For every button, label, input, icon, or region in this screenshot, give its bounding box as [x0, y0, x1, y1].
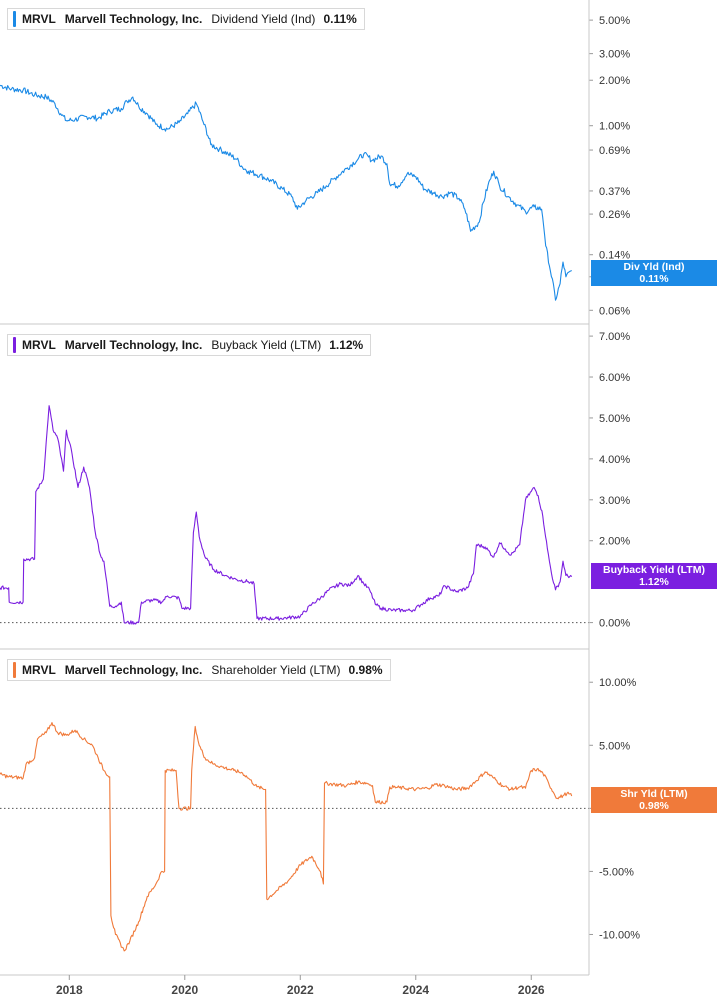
panel-1: 7.00% 6.00% 5.00% 4.00% 3.00% 2.00% 0.00%	[0, 323, 630, 630]
tag-label: Div Yld (Ind)	[623, 261, 685, 273]
panel-2: 10.00%5.00%0.00%-5.00%-10.00%	[0, 648, 640, 952]
y-tick-label: 4.00%	[599, 454, 630, 466]
y-tick-label: -10.00%	[599, 929, 640, 941]
tag-value: 0.98%	[639, 800, 669, 812]
y-tick-label: 0.69%	[599, 145, 630, 157]
legend-value: 0.98%	[348, 663, 383, 677]
legend-ticker: MRVL	[22, 12, 56, 26]
series-color-swatch	[13, 337, 16, 353]
y-tick-label: 0.06%	[599, 305, 630, 317]
y-tick-label: 7.00%	[599, 331, 630, 343]
y-tick-label: 0.14%	[599, 250, 630, 262]
series-line	[0, 405, 573, 625]
series-color-swatch	[13, 662, 16, 678]
y-tick-label: 3.00%	[599, 49, 630, 61]
x-tick-label: 2022	[287, 983, 314, 997]
x-tick-label: 2020	[171, 983, 198, 997]
y-tick-label: 0.00%	[599, 618, 630, 630]
series-color-swatch	[13, 11, 16, 27]
tag-value: 1.12%	[639, 576, 669, 588]
y-tick-label: 5.00%	[599, 413, 630, 425]
legend-ticker: MRVL	[22, 338, 56, 352]
legend-metric: Shareholder Yield (LTM)	[211, 663, 341, 677]
y-tick-label: 0.37%	[599, 186, 630, 198]
value-tag-dividend-yield: Div Yld (Ind) 0.11%	[591, 260, 717, 286]
panel-0: 5.00% 3.00% 2.00% 1.00% 0.69% 0.37% 0.26% 0.14%…	[0, 15, 630, 317]
value-tag-buyback-yield: Buyback Yield (LTM) 1.12%	[591, 563, 717, 589]
legend-metric: Dividend Yield (Ind)	[211, 12, 316, 26]
legend-buyback-yield: MRVL Marvell Technology, Inc. Buyback Yi…	[7, 334, 372, 356]
legend-company: Marvell Technology, Inc.	[64, 12, 203, 26]
legend-shareholder-yield: MRVL Marvell Technology, Inc. Shareholde…	[7, 659, 391, 681]
y-tick-label: 1.00%	[599, 121, 630, 133]
y-tick-label: 5.00%	[599, 740, 630, 752]
y-tick-label: 2.00%	[599, 75, 630, 87]
y-tick-label: 10.00%	[599, 677, 637, 689]
legend-value: 1.12%	[329, 338, 364, 352]
value-tag-shareholder-yield: Shr Yld (LTM) 0.98%	[591, 787, 717, 813]
legend-company: Marvell Technology, Inc.	[64, 663, 203, 677]
series-line	[0, 722, 573, 952]
tag-label: Buyback Yield (LTM)	[603, 564, 705, 576]
y-tick-label: 3.00%	[599, 495, 630, 507]
y-tick-label: 2.00%	[599, 536, 630, 548]
legend-company: Marvell Technology, Inc.	[64, 338, 203, 352]
legend-ticker: MRVL	[22, 663, 56, 677]
x-axis: 2018 2020 2022 2024 2026	[0, 0, 590, 997]
y-tick-label: -5.00%	[599, 866, 634, 878]
x-tick-label: 2026	[518, 983, 545, 997]
tag-label: Shr Yld (LTM)	[620, 788, 688, 800]
legend-value: 0.11%	[323, 12, 357, 26]
y-tick-label: 0.26%	[599, 209, 630, 221]
series-line	[0, 84, 572, 301]
legend-dividend-yield: MRVL Marvell Technology, Inc. Dividend Y…	[7, 8, 365, 30]
x-tick-label: 2024	[402, 983, 429, 997]
legend-metric: Buyback Yield (LTM)	[211, 338, 322, 352]
x-tick-label: 2018	[56, 983, 83, 997]
y-tick-label: 6.00%	[599, 372, 630, 384]
tag-value: 0.11%	[639, 273, 669, 285]
y-tick-label: 5.00%	[599, 15, 630, 27]
